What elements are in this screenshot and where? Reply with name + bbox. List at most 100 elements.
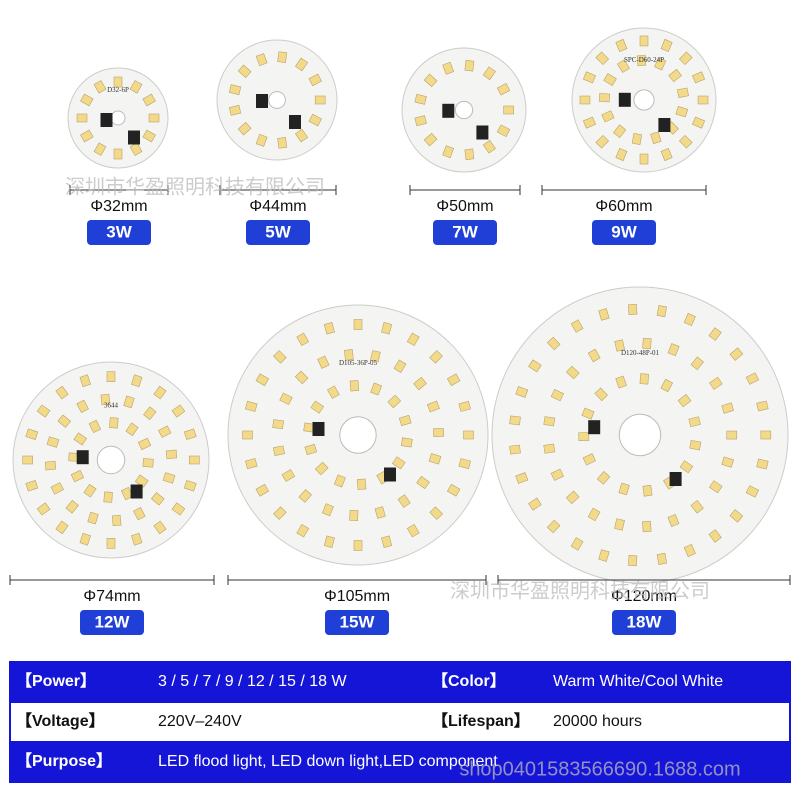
led: [690, 499, 704, 514]
led: [131, 374, 143, 388]
led: [428, 453, 442, 465]
led: [503, 105, 514, 115]
chip: [658, 118, 671, 132]
power-badge: [87, 220, 151, 245]
led: [106, 371, 116, 383]
led: [356, 478, 367, 490]
led: [587, 507, 601, 522]
led: [463, 430, 474, 440]
led: [745, 372, 760, 385]
led: [677, 394, 692, 408]
led: [314, 461, 329, 476]
led: [598, 308, 610, 321]
led: [458, 400, 471, 412]
led: [113, 76, 123, 88]
led: [242, 430, 253, 440]
spec-row: [9, 701, 791, 743]
led: [650, 131, 662, 145]
led: [273, 506, 287, 520]
led: [87, 511, 99, 525]
chip: [669, 472, 682, 486]
led: [429, 350, 443, 364]
led: [617, 59, 630, 73]
led: [344, 349, 354, 361]
led: [660, 148, 673, 162]
led: [581, 407, 595, 420]
led: [55, 520, 69, 535]
led: [496, 82, 511, 96]
led: [55, 385, 69, 400]
led: [294, 128, 309, 143]
led: [272, 445, 285, 456]
led: [464, 59, 475, 72]
led: [44, 460, 57, 471]
power-label: 12W: [95, 612, 131, 631]
led: [25, 480, 39, 492]
led: [400, 437, 413, 448]
led: [496, 124, 511, 138]
led: [721, 402, 735, 414]
led: [683, 543, 696, 558]
led: [88, 419, 102, 434]
led: [550, 388, 565, 402]
led: [308, 73, 322, 87]
led: [414, 115, 427, 127]
board-label: 3644: [104, 402, 119, 410]
power-label: 5W: [265, 222, 291, 241]
led: [183, 480, 197, 492]
led: [143, 406, 157, 421]
led: [76, 399, 89, 413]
led: [255, 133, 268, 147]
power-label: 7W: [452, 222, 478, 241]
led: [667, 513, 680, 527]
led: [123, 395, 135, 409]
led: [277, 51, 288, 63]
power-badge: [592, 220, 656, 245]
led: [370, 350, 381, 363]
led: [111, 514, 122, 527]
led: [668, 68, 682, 83]
led: [594, 387, 608, 402]
led: [614, 518, 625, 531]
led: [93, 80, 107, 94]
spec-label: 【Voltage】: [16, 712, 105, 730]
led: [642, 520, 652, 533]
led: [721, 456, 734, 468]
led: [228, 84, 242, 96]
led: [228, 104, 242, 116]
center-hole: [96, 445, 126, 475]
led: [692, 71, 706, 84]
led: [131, 532, 143, 546]
led: [326, 385, 340, 399]
led-board: [216, 39, 338, 161]
led: [642, 337, 652, 350]
led: [631, 132, 643, 145]
led: [582, 116, 596, 129]
led: [183, 428, 197, 440]
led: [148, 113, 160, 123]
power-badge: [612, 610, 676, 635]
led: [582, 453, 596, 466]
led: [165, 449, 178, 460]
chip: [130, 484, 143, 499]
led: [353, 540, 363, 551]
led: [690, 356, 704, 371]
led: [509, 444, 521, 455]
led: [654, 57, 667, 71]
led: [321, 503, 334, 517]
chip: [442, 103, 455, 118]
led: [349, 380, 360, 392]
led: [565, 490, 580, 505]
led: [515, 386, 529, 398]
board-label: D120-48P-01: [621, 349, 660, 357]
power-badge: [80, 610, 144, 635]
chip: [588, 420, 601, 435]
led: [106, 537, 116, 549]
led: [398, 414, 412, 427]
led: [458, 458, 471, 470]
led: [615, 375, 627, 389]
led: [660, 378, 674, 393]
led: [528, 359, 542, 373]
led: [129, 80, 143, 94]
led: [729, 509, 744, 523]
